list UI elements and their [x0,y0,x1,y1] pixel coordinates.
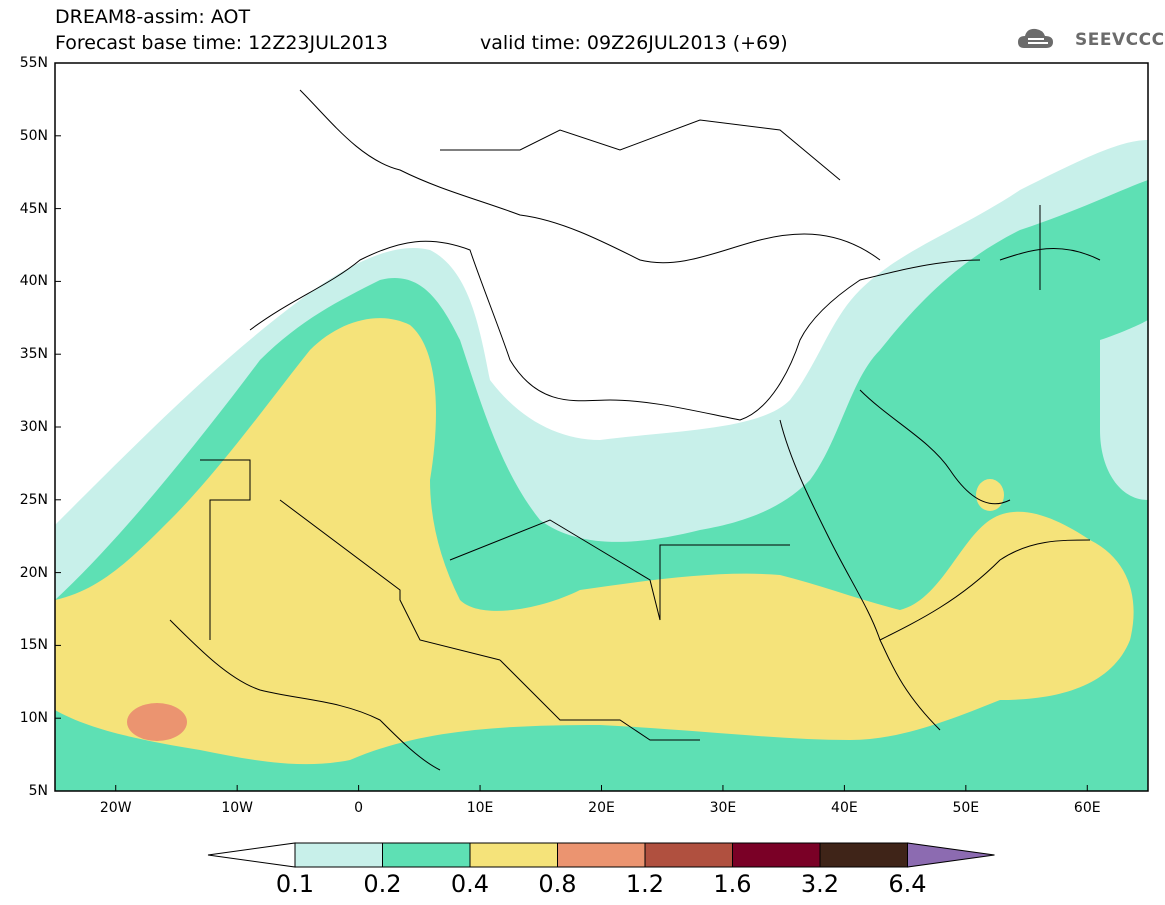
aot-blob-0.4-gulf [976,479,1004,511]
colorbar-label: 1.2 [625,870,665,898]
lat-label: 10N [19,710,48,727]
lat-label: 25N [19,491,48,508]
colorbar-segment [382,842,471,868]
colorbar-label: 0.1 [275,870,315,898]
colorbar [207,842,995,868]
colorbar-segment [819,842,908,868]
colorbar-segment [294,842,383,868]
axis-ticks [55,62,1088,792]
logo-text: SEEVCCC [1075,30,1165,50]
colorbar-segment [732,842,821,868]
colorbar-segment [469,842,558,868]
lon-label: 60E [1073,800,1101,816]
lat-label: 45N [19,200,48,217]
colorbar-segment [557,842,646,868]
colorbar-right-arrow [907,842,995,868]
map-title: DREAM8-assim: AOT [55,6,251,28]
lon-label: 0 [354,800,364,816]
aot-blob-1.2 [127,703,187,741]
cloud-logo-icon [1018,28,1053,48]
lon-label: 40E [831,800,858,816]
lat-label: 15N [19,637,48,654]
aot-band-0.2-south [55,740,260,791]
valid-time: valid time: 09Z26JUL2013 (+69) [480,32,788,54]
lat-label: 5N [28,783,48,799]
lat-label: 35N [19,346,48,363]
lon-label: 20W [99,800,132,816]
aot-contours [55,140,1148,791]
lat-label: 30N [19,419,48,435]
aot-band-0.4 [55,318,1134,765]
colorbar-label: 1.6 [713,870,752,898]
colorbar-label: 0.4 [450,870,490,898]
colorbar-label: 6.4 [888,870,927,898]
lon-label: 30E [709,800,737,816]
colorbar-segment [644,842,733,868]
lat-label: 50N [19,127,48,144]
lat-label: 20N [19,564,48,581]
lon-label: 10E [466,800,494,816]
forecast-base-time: Forecast base time: 12Z23JUL2013 [55,32,388,54]
colorbar-label: 0.2 [363,870,402,898]
lon-label: 50E [952,800,980,816]
lat-label: 55N [19,55,48,71]
lon-label: 10W [221,800,253,816]
lon-label: 20E [588,800,615,816]
lat-label: 40N [19,273,48,290]
colorbar-left-arrow [207,842,296,868]
aot-band-0.1-east [1100,320,1148,500]
coastlines-borders [169,89,1101,771]
colorbar-label: 0.8 [538,870,577,898]
colorbar-label: 3.2 [800,870,840,898]
